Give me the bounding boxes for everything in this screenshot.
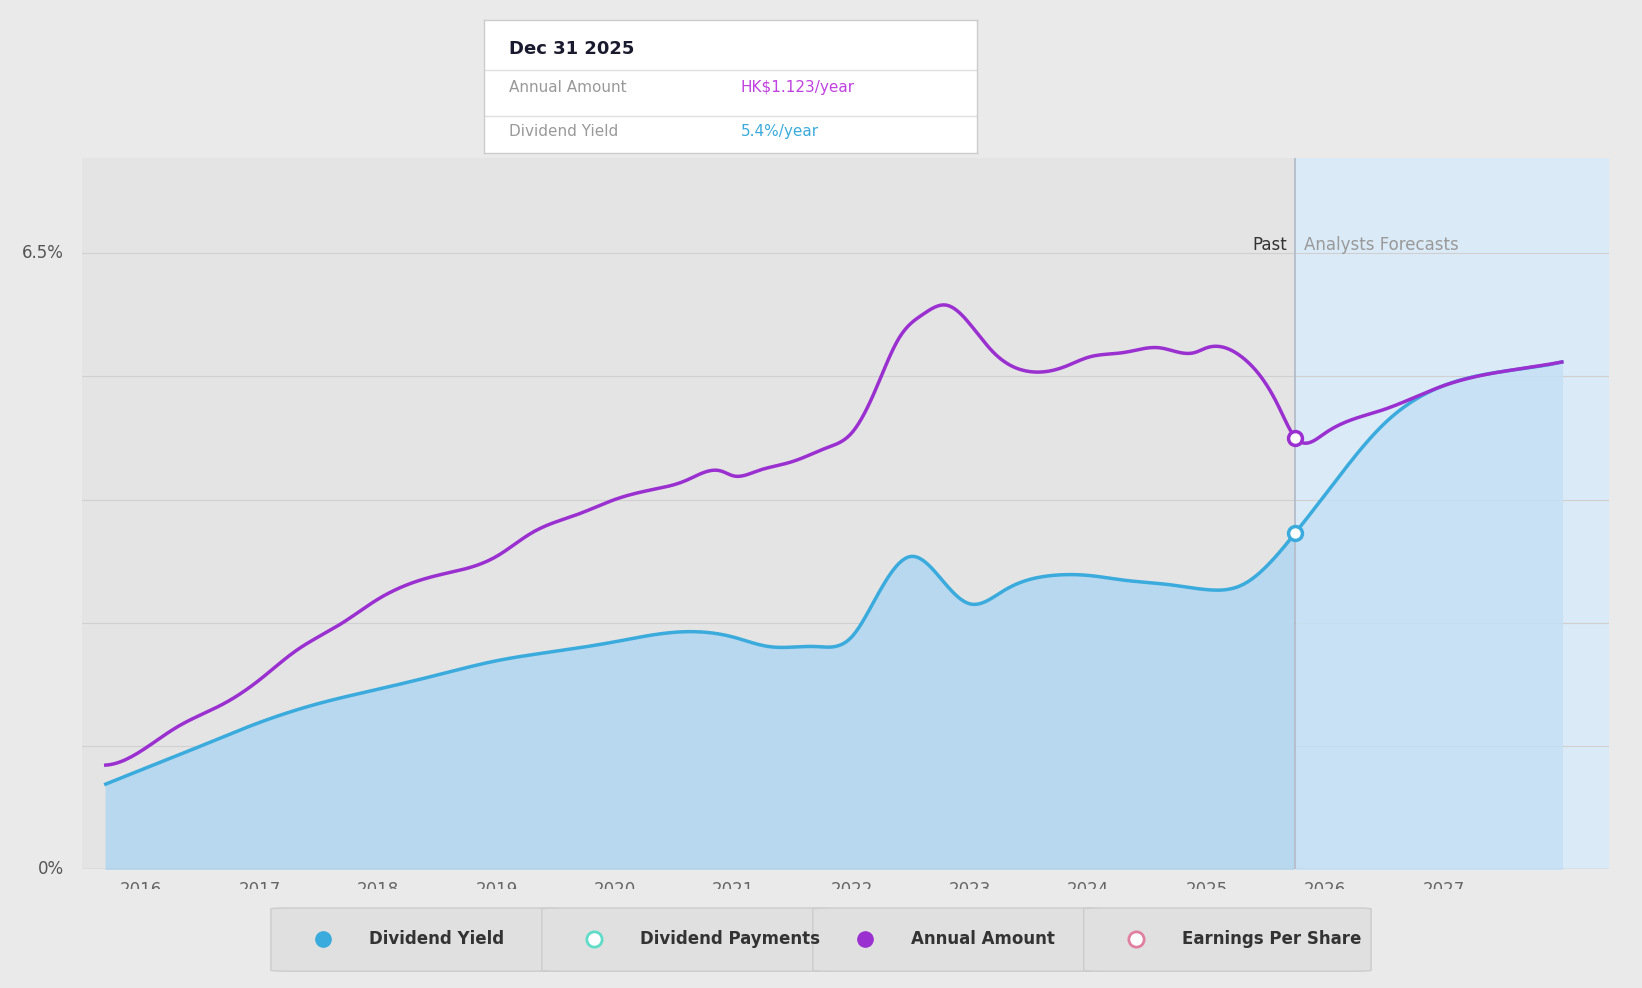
Text: Earnings Per Share: Earnings Per Share	[1182, 930, 1361, 947]
Text: Dividend Yield: Dividend Yield	[369, 930, 504, 947]
Text: HK$1.123/year: HK$1.123/year	[741, 80, 855, 95]
Bar	[82, 158, 1296, 869]
Text: 0%: 0%	[38, 861, 64, 878]
Text: Dividend Yield: Dividend Yield	[509, 124, 619, 138]
FancyBboxPatch shape	[1084, 908, 1371, 971]
FancyBboxPatch shape	[542, 908, 829, 971]
Text: Dec 31 2025: Dec 31 2025	[509, 40, 634, 57]
Text: Dividend Payments: Dividend Payments	[640, 930, 821, 947]
FancyBboxPatch shape	[813, 908, 1100, 971]
Text: Past: Past	[1253, 236, 1287, 254]
Text: Annual Amount: Annual Amount	[911, 930, 1056, 947]
Text: Annual Amount: Annual Amount	[509, 80, 627, 95]
FancyBboxPatch shape	[271, 908, 558, 971]
Text: 5.4%/year: 5.4%/year	[741, 124, 819, 138]
Text: Analysts Forecasts: Analysts Forecasts	[1304, 236, 1458, 254]
Text: 6.5%: 6.5%	[21, 244, 64, 262]
Bar	[1296, 158, 1609, 869]
